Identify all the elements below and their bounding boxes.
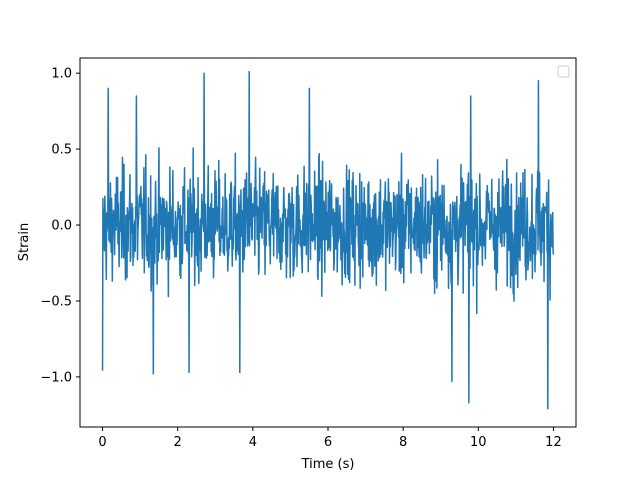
x-tick-label: 6: [324, 435, 332, 450]
x-tick-label: 12: [545, 435, 562, 450]
legend-box: [557, 65, 570, 78]
y-tick-label: −0.5: [40, 294, 72, 309]
x-axis-label: Time (s): [301, 457, 355, 472]
y-tick-label: −1.0: [40, 370, 72, 385]
x-tick-label: 2: [174, 435, 182, 450]
y-tick-label: 0.0: [51, 219, 72, 234]
x-axis-ticks: 0 2 4 6 8 10 12: [98, 427, 562, 450]
y-tick-label: 1.0: [51, 67, 72, 82]
plot-area: [79, 57, 577, 428]
strain-series-line: [101, 70, 555, 410]
x-tick-label: 10: [470, 435, 487, 450]
y-tick-label: 0.5: [51, 143, 72, 158]
x-tick-label: 8: [399, 435, 407, 450]
x-tick-label: 4: [249, 435, 257, 450]
series-layer: [101, 70, 555, 410]
y-axis-label: Strain: [17, 223, 32, 262]
y-axis-ticks: −1.0 −0.5 0.0 0.5 1.0: [40, 67, 80, 385]
x-tick-label: 0: [98, 435, 106, 450]
